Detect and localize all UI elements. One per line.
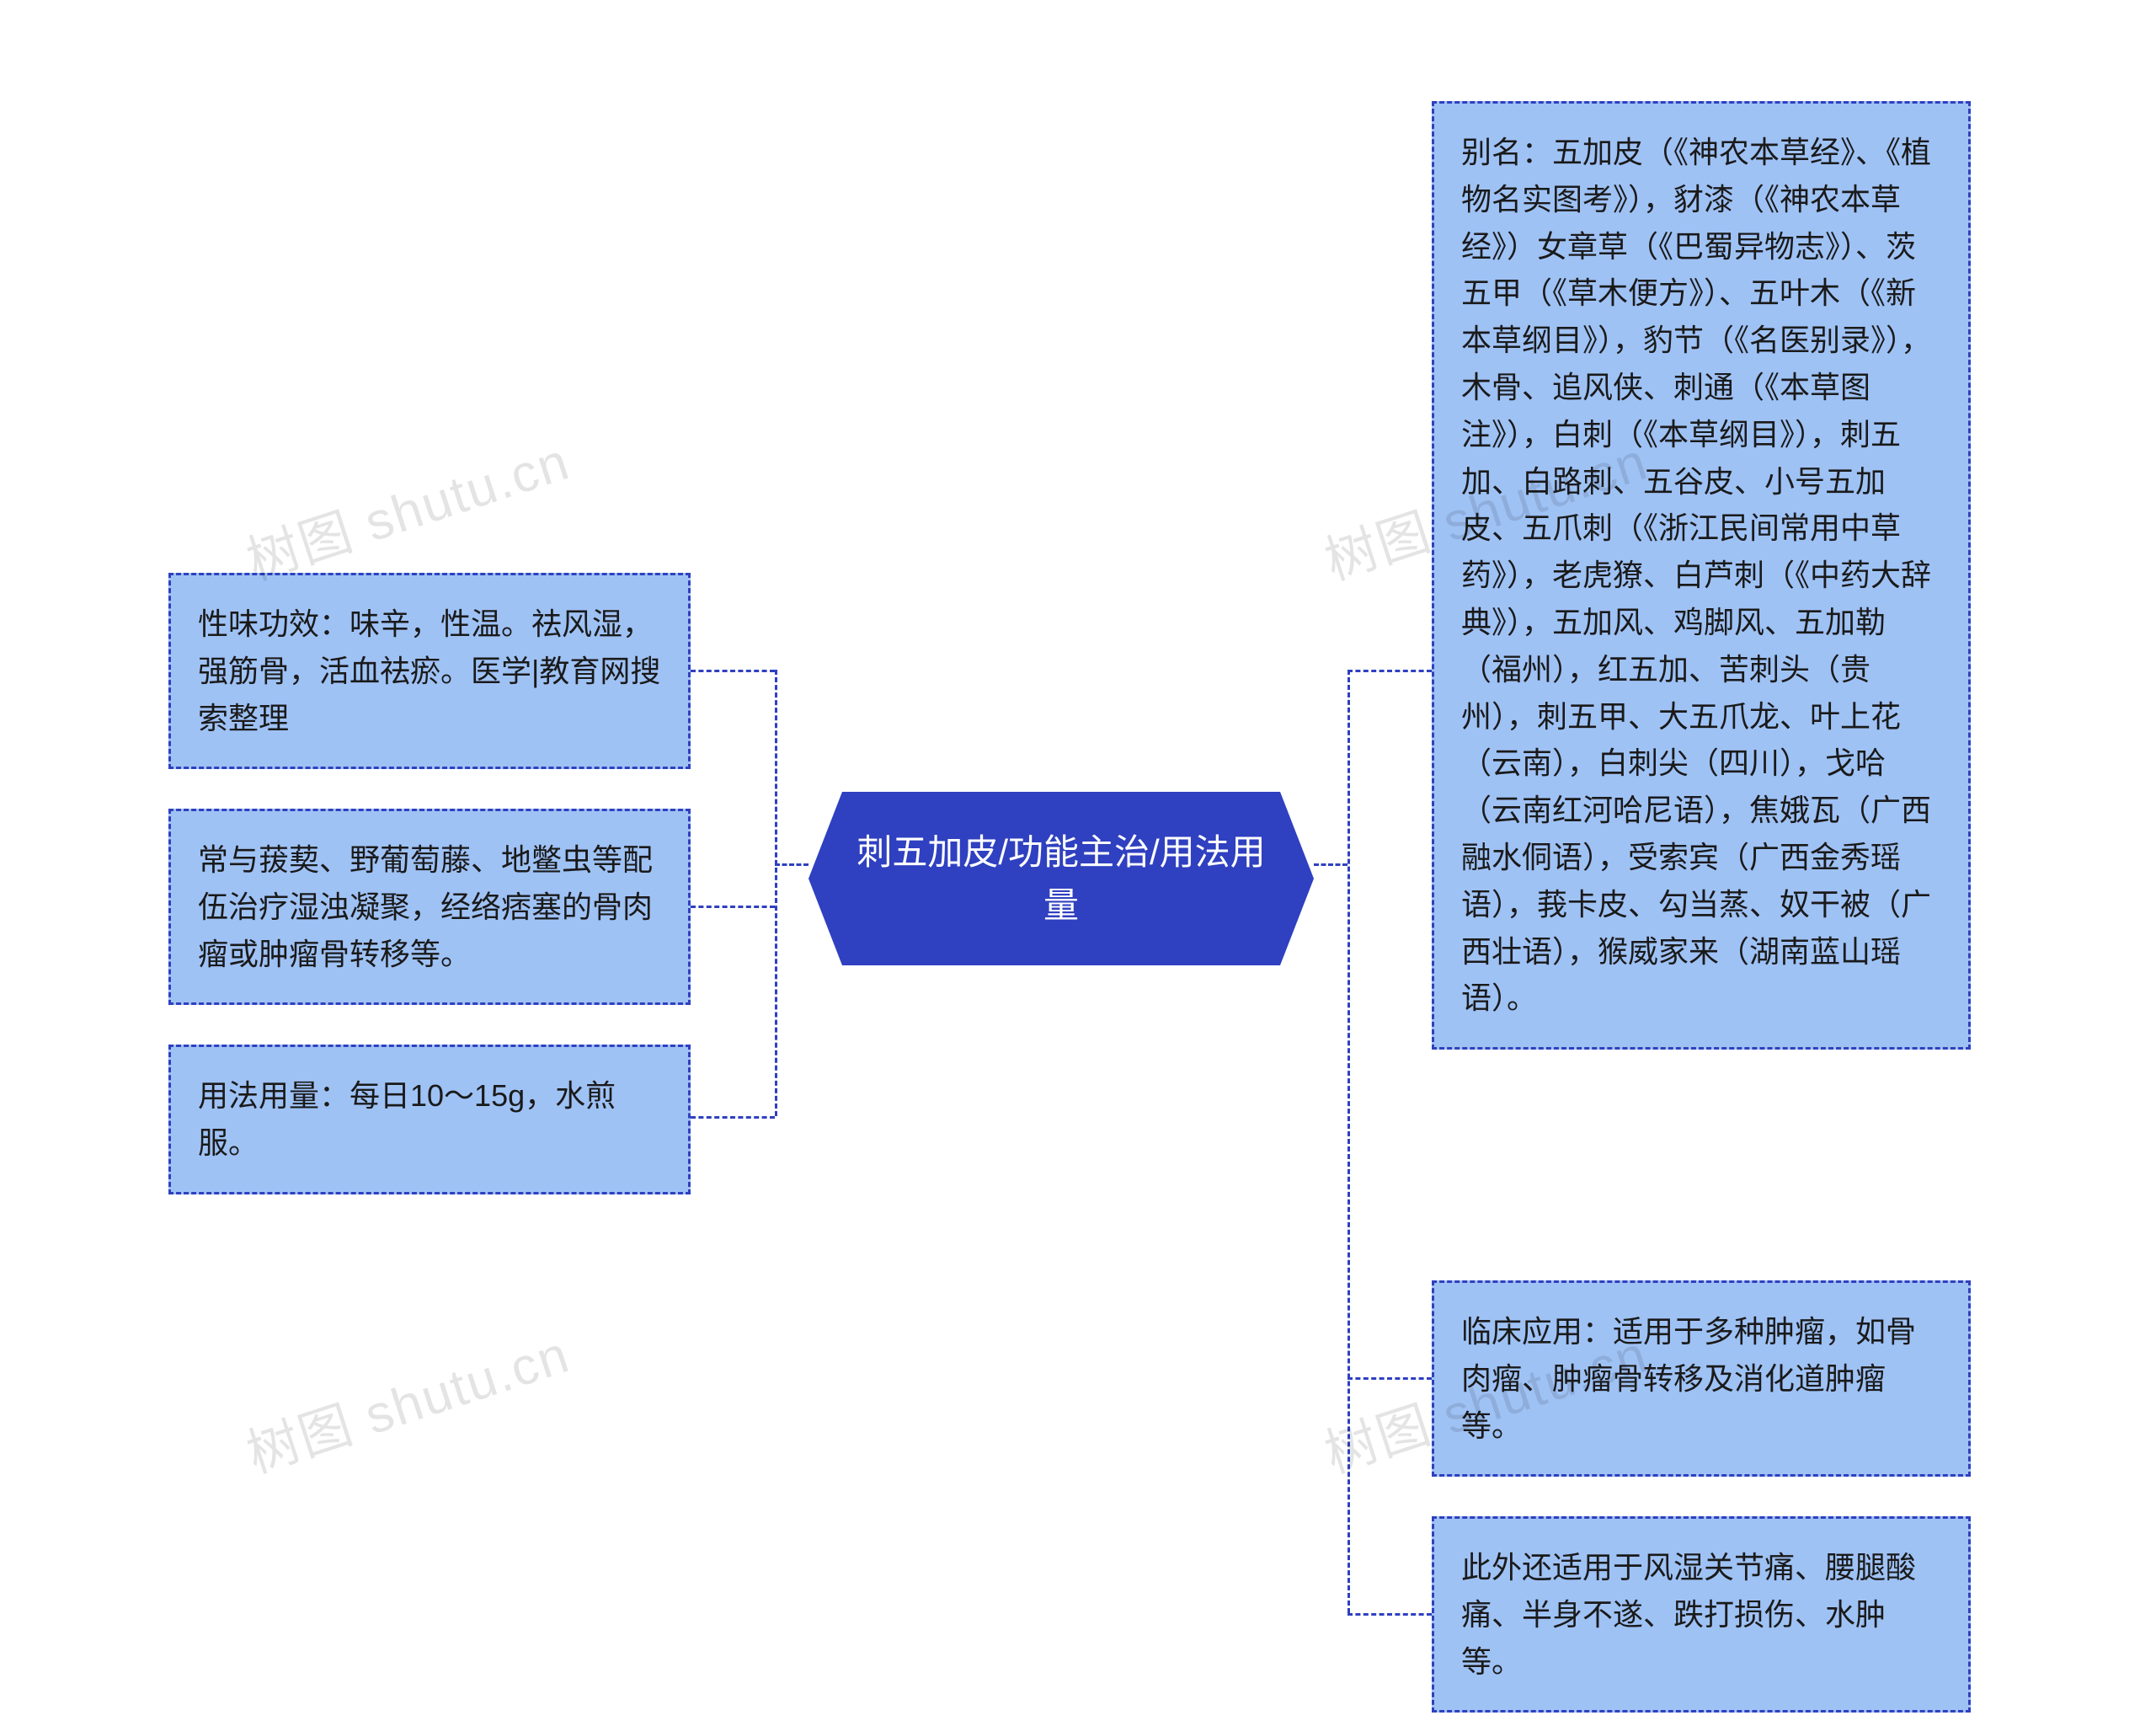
leaf-right-3[interactable]: 此外还适用于风湿关节痛、腰腿酸痛、半身不遂、跌打损伤、水肿等。 [1432,1516,1971,1713]
mindmap-canvas: 刺五加皮/功能主治/用法用量 性味功效：味辛，性温。祛风湿，强筋骨，活血祛瘀。医… [0,0,2156,1726]
center-node[interactable]: 刺五加皮/功能主治/用法用量 [808,792,1314,965]
leaf-text: 性味功效：味辛，性温。祛风湿，强筋骨，活血祛瘀。医学|教育网搜索整理 [198,607,660,735]
leaf-text: 别名：五加皮（《神农本草经》、《植物名实图考》），豺漆（《神农本草经》）女章草（… [1461,135,1931,1015]
connector [1348,670,1350,1613]
connector [1348,1377,1432,1380]
leaf-right-1[interactable]: 别名：五加皮（《神农本草经》、《植物名实图考》），豺漆（《神农本草经》）女章草（… [1432,101,1971,1050]
leaf-right-2[interactable]: 临床应用：适用于多种肿瘤，如骨肉瘤、肿瘤骨转移及消化道肿瘤等。 [1432,1280,1971,1477]
connector [775,863,808,866]
leaf-text: 常与菝葜、野葡萄藤、地鳖虫等配伍治疗湿浊凝聚，经络痞塞的骨肉瘤或肿瘤骨转移等。 [198,842,653,971]
leaf-left-3[interactable]: 用法用量：每日10～15g，水煎服。 [168,1045,691,1194]
center-node-text: 刺五加皮/功能主治/用法用量 [857,832,1265,925]
leaf-text: 用法用量：每日10～15g，水煎服。 [198,1078,616,1160]
connector [775,670,777,1116]
leaf-text: 此外还适用于风湿关节痛、腰腿酸痛、半身不遂、跌打损伤、水肿等。 [1461,1550,1916,1679]
connector [691,670,775,672]
watermark: 树图 shutu.cn [236,419,578,594]
connector [691,906,775,908]
leaf-text: 临床应用：适用于多种肿瘤，如骨肉瘤、肿瘤骨转移及消化道肿瘤等。 [1461,1314,1916,1443]
leaf-left-2[interactable]: 常与菝葜、野葡萄藤、地鳖虫等配伍治疗湿浊凝聚，经络痞塞的骨肉瘤或肿瘤骨转移等。 [168,809,691,1005]
connector [1348,670,1432,672]
leaf-left-1[interactable]: 性味功效：味辛，性温。祛风湿，强筋骨，活血祛瘀。医学|教育网搜索整理 [168,573,691,769]
connector [1348,1613,1432,1616]
watermark: 树图 shutu.cn [236,1312,578,1487]
connector [1314,863,1348,866]
connector [691,1116,775,1119]
